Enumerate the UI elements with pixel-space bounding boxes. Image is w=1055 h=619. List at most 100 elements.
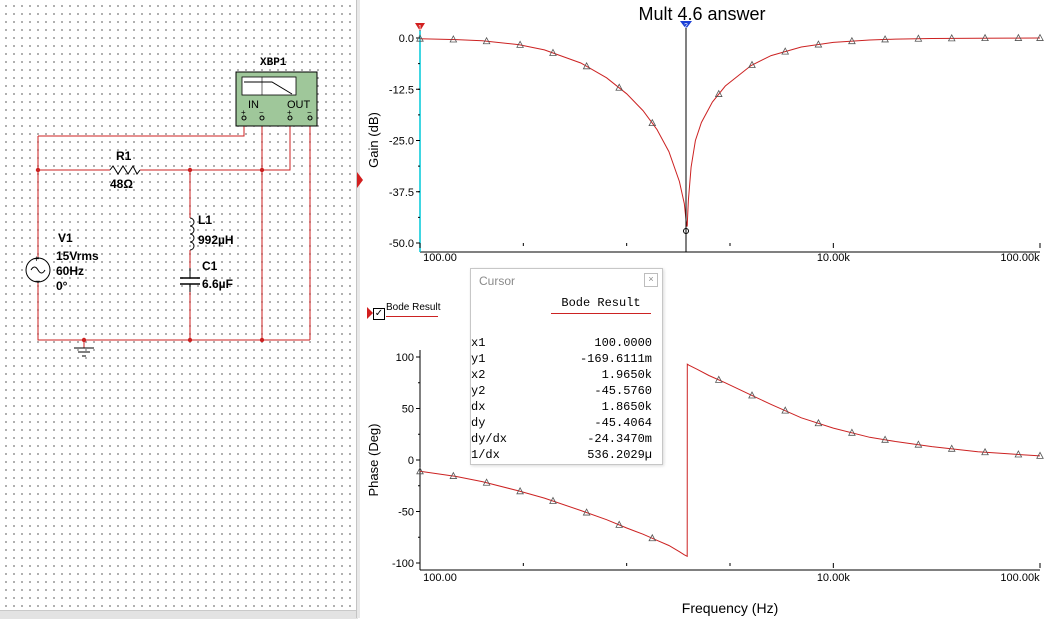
ground-symbol[interactable] [74,347,94,357]
gain-data-point [1014,33,1023,41]
phase-xtick-label: 100.00 [423,572,457,584]
l1-value: 992µH [198,233,234,247]
gain-xtick-label: 100.00 [423,252,457,264]
cursor-row-label: y2 [471,384,486,398]
pin-plus-out: + [287,108,292,117]
cursor-row-label: x1 [471,336,486,350]
gain-xtick-label: 10.00k [817,252,851,264]
cursor-row-1-dx: 1/dx 536.2029µ [471,448,662,464]
cursor-row-dy: dy -45.4064 [471,416,662,432]
phase-xtick-label: 100.00k [1000,572,1040,584]
legend-bode-result[interactable]: ✓ Bode Result [367,301,447,323]
chart-title: Mult 4.6 answer [638,4,765,24]
junction-dot [81,337,87,343]
junction-dot [187,167,193,173]
phase-data-point [1014,450,1023,458]
junctions [35,167,265,343]
cursor-row-dx: dx 1.8650k [471,400,662,416]
cursor-row-value: 100.0000 [594,336,652,350]
gain-xtick-label: 100.00k [1000,252,1040,264]
l1-name: L1 [198,213,212,227]
bode-plotter-icon [244,81,293,95]
phase-data-point [482,478,491,486]
gain-data-point [748,60,756,68]
wire-in-plus[interactable] [38,124,245,137]
cursor-row-value: 536.2029µ [587,448,652,462]
cursor-markers[interactable]: 1 2 [415,21,692,252]
voltage-source-v1[interactable] [25,257,51,283]
phase-data-point [914,440,923,448]
v1-name: V1 [58,231,73,245]
legend-label: Bode Result [386,302,441,313]
v1-phase: 0° [56,279,68,293]
splitter-bar[interactable] [356,0,361,618]
bode-plotter-xbp1[interactable] [235,71,318,127]
close-icon[interactable]: × [644,273,658,287]
cursor-row-label: dy/dx [471,432,508,446]
phase-data-point [748,391,756,399]
resistor-r1[interactable] [109,164,141,175]
gain-data-point [449,35,458,43]
r1-value: 48Ω [110,177,133,191]
phase-plot[interactable]: 100 50 0 -50 -100 100.00 10.00k 100.00k Phase … [366,350,1044,616]
cursor-row-value: 1.9650k [601,368,652,382]
cursor-window[interactable]: Cursor × Bode Result x1 100.0000 y1 -169.61… [470,268,663,465]
gain-data-point [714,89,723,97]
cursor-row-value: -45.4064 [594,416,652,430]
gain-data-point [981,33,989,42]
phase-ytick-label: -50 [398,507,414,519]
phase-data-point [714,375,723,383]
cursor-readout-table: x1 100.0000 y1 -169.6111m x2 1.9650k y2 -45.576… [471,336,662,464]
v1-frequency: 60Hz [56,264,84,278]
instrument-name: XBP1 [260,57,287,69]
gain-ytick-label: -50.0 [389,238,414,250]
cursor-row-dy-dx: dy/dx -24.3470m [471,432,662,448]
gain-data-point [1036,33,1044,41]
schematic-canvas[interactable]: R1 48Ω L1 992µH C1 6.6µF + − V1 15Vrms 6… [0,0,356,618]
gain-data-point [781,47,790,55]
horizontal-scrollbar[interactable] [0,610,358,619]
phase-data-point [781,406,790,414]
frequency-axis-label: Frequency (Hz) [682,600,778,616]
cursor-1-number: 1 [418,25,422,32]
phase-data-point [416,466,424,475]
v1-plus-sign: + [34,254,39,264]
gain-data-point [648,118,657,127]
cursor-2-marker[interactable] [680,21,692,29]
phase-data-point [1036,451,1044,459]
inductor-l1[interactable] [189,217,195,251]
gain-axis-label: Gain (dB) [366,112,381,168]
cursor-row-y2: y2 -45.5760 [471,384,662,400]
wire-bottom[interactable] [37,282,310,341]
pin-minus-in: − [259,108,264,117]
capacitor-c1[interactable] [180,268,200,292]
panel-collapse-arrow-icon[interactable] [357,172,363,188]
phase-data-point [549,496,557,504]
r1-name: R1 [116,149,132,163]
phase-data-point [582,508,591,516]
cursor-row-label: x2 [471,368,486,382]
cursor-row-label: dx [471,400,486,414]
cursor-1-marker[interactable] [415,23,425,31]
gain-plot[interactable]: 0.0 -12.5 -25.0 -37.5 -50.0 100.00 10.00k 100.… [366,30,1044,264]
cursor-column-header: Bode Result [561,296,641,310]
junction-dot [187,337,193,343]
gain-data-point [549,48,557,56]
gain-data-point [582,61,591,70]
cursor-2-number: 2 [684,23,688,30]
gain-data-point [814,40,823,48]
gain-data-point [848,36,856,45]
phase-series-line [419,363,1041,558]
gain-ytick-label: 0.0 [399,33,414,45]
gain-series-line [419,37,1041,227]
cursor-row-label: 1/dx [471,448,500,462]
cursor-row-x1: x1 100.0000 [471,336,662,352]
cursor-row-value: -45.5760 [594,384,652,398]
gain-data-point [947,34,956,42]
c1-value: 6.6µF [202,277,233,291]
legend-checkbox[interactable]: ✓ [373,308,385,320]
phase-ytick-label: 0 [408,455,414,467]
gain-data-point [482,36,491,45]
legend-marker-icon [367,307,373,319]
